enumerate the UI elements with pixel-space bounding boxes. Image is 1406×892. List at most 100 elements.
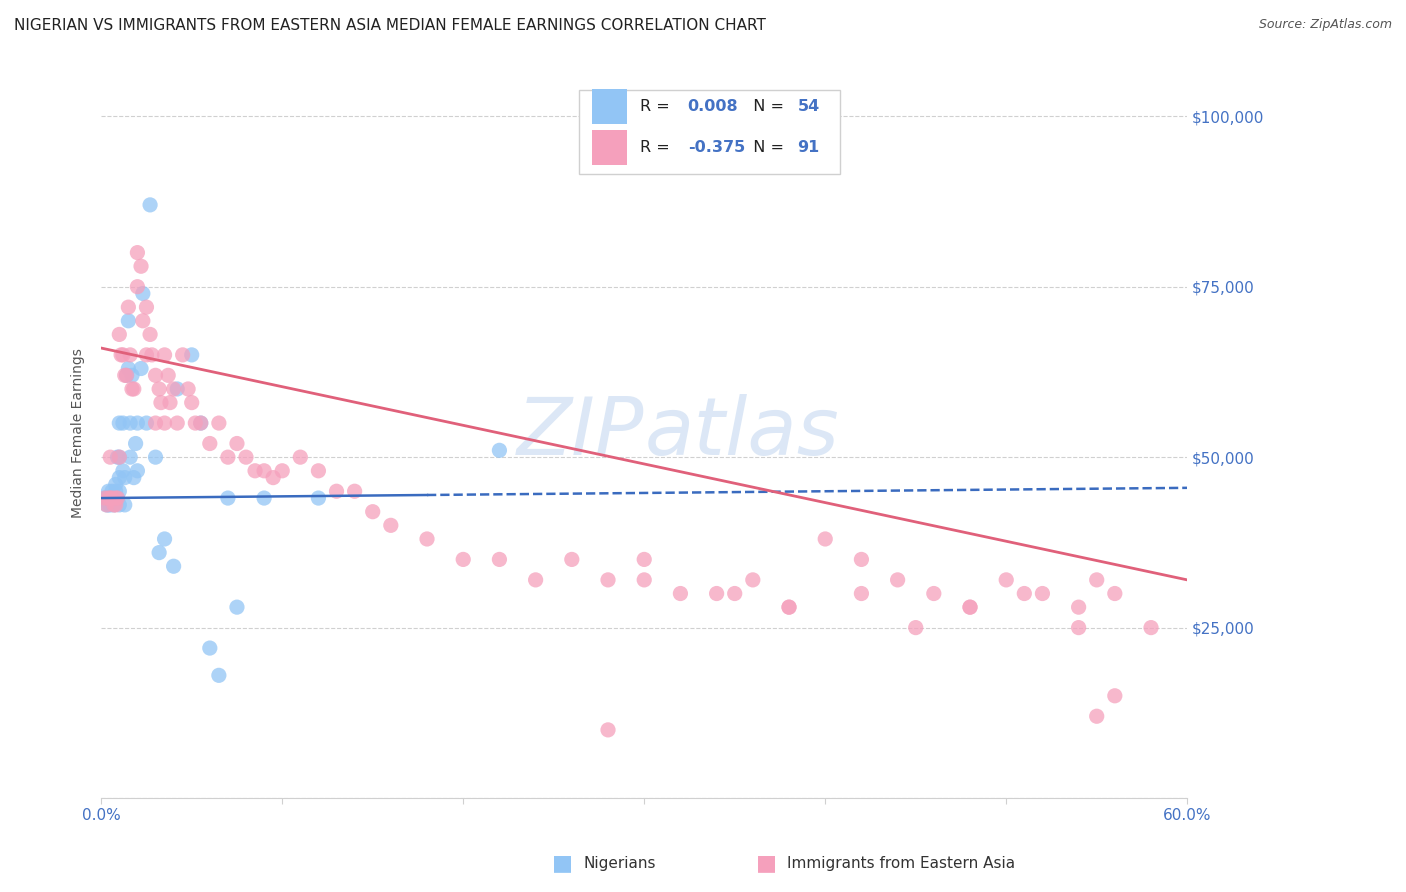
- Point: [108, 450, 131, 465]
- Point: [724, 586, 747, 600]
- Point: [120, 348, 142, 362]
- Point: [1067, 621, 1090, 635]
- Point: [101, 491, 124, 505]
- Point: [132, 314, 155, 328]
- Point: [596, 573, 619, 587]
- Point: [115, 368, 138, 383]
- Point: [190, 416, 212, 430]
- Point: [243, 464, 266, 478]
- Point: [110, 348, 132, 362]
- Text: Nigerians: Nigerians: [583, 856, 657, 871]
- Point: [1085, 573, 1108, 587]
- Point: [596, 723, 619, 737]
- Point: [96, 498, 118, 512]
- Point: [184, 416, 207, 430]
- Y-axis label: Median Female Earnings: Median Female Earnings: [72, 349, 86, 518]
- Point: [104, 491, 127, 505]
- Text: atlas: atlas: [644, 394, 839, 472]
- Point: [129, 259, 152, 273]
- Text: ZIP: ZIP: [517, 394, 644, 472]
- Text: R =: R =: [640, 140, 675, 155]
- Point: [103, 498, 125, 512]
- Point: [94, 491, 117, 505]
- Point: [115, 368, 138, 383]
- Point: [108, 327, 131, 342]
- Point: [111, 464, 134, 478]
- Point: [145, 368, 167, 383]
- Point: [922, 586, 945, 600]
- Point: [290, 450, 312, 465]
- Point: [307, 464, 329, 478]
- Point: [157, 368, 180, 383]
- Point: [1031, 586, 1053, 600]
- Point: [111, 416, 134, 430]
- Point: [120, 450, 142, 465]
- Point: [198, 641, 221, 656]
- Text: NIGERIAN VS IMMIGRANTS FROM EASTERN ASIA MEDIAN FEMALE EARNINGS CORRELATION CHAR: NIGERIAN VS IMMIGRANTS FROM EASTERN ASIA…: [14, 18, 766, 33]
- Point: [94, 491, 117, 505]
- Point: [177, 382, 200, 396]
- Point: [135, 300, 157, 314]
- Point: [127, 464, 149, 478]
- Point: [108, 416, 131, 430]
- Point: [995, 573, 1018, 587]
- Point: [148, 546, 170, 560]
- Point: [98, 498, 121, 512]
- FancyBboxPatch shape: [592, 89, 627, 124]
- Point: [190, 416, 212, 430]
- Point: [111, 348, 134, 362]
- Point: [107, 491, 129, 505]
- Point: [262, 470, 284, 484]
- FancyBboxPatch shape: [592, 130, 627, 165]
- Point: [122, 470, 145, 484]
- Point: [117, 300, 139, 314]
- Point: [271, 464, 294, 478]
- Point: [139, 198, 162, 212]
- Point: [117, 361, 139, 376]
- Point: [226, 436, 249, 450]
- Point: [153, 416, 176, 430]
- Point: [98, 491, 121, 505]
- Text: 54: 54: [797, 99, 820, 114]
- Point: [153, 532, 176, 546]
- Point: [108, 498, 131, 512]
- Point: [416, 532, 439, 546]
- Text: ■: ■: [756, 854, 776, 873]
- Text: Source: ZipAtlas.com: Source: ZipAtlas.com: [1258, 18, 1392, 31]
- Point: [561, 552, 583, 566]
- Point: [114, 368, 136, 383]
- Point: [217, 450, 239, 465]
- Point: [104, 484, 127, 499]
- Point: [814, 532, 837, 546]
- Point: [633, 573, 655, 587]
- Point: [959, 600, 981, 615]
- Point: [959, 600, 981, 615]
- Point: [97, 498, 120, 512]
- Point: [103, 491, 125, 505]
- Point: [488, 552, 510, 566]
- Point: [135, 416, 157, 430]
- Point: [162, 559, 184, 574]
- Point: [121, 368, 143, 383]
- Point: [122, 382, 145, 396]
- Point: [101, 491, 124, 505]
- Point: [778, 600, 800, 615]
- Point: [1104, 689, 1126, 703]
- Point: [127, 245, 149, 260]
- Point: [117, 314, 139, 328]
- Point: [162, 382, 184, 396]
- Point: [380, 518, 402, 533]
- Point: [1067, 600, 1090, 615]
- Point: [153, 348, 176, 362]
- Point: [104, 477, 127, 491]
- Point: [121, 382, 143, 396]
- Point: [120, 416, 142, 430]
- Point: [135, 348, 157, 362]
- Point: [114, 470, 136, 484]
- Point: [129, 361, 152, 376]
- Point: [97, 491, 120, 505]
- Point: [851, 552, 873, 566]
- Point: [124, 436, 146, 450]
- Point: [235, 450, 257, 465]
- Point: [127, 416, 149, 430]
